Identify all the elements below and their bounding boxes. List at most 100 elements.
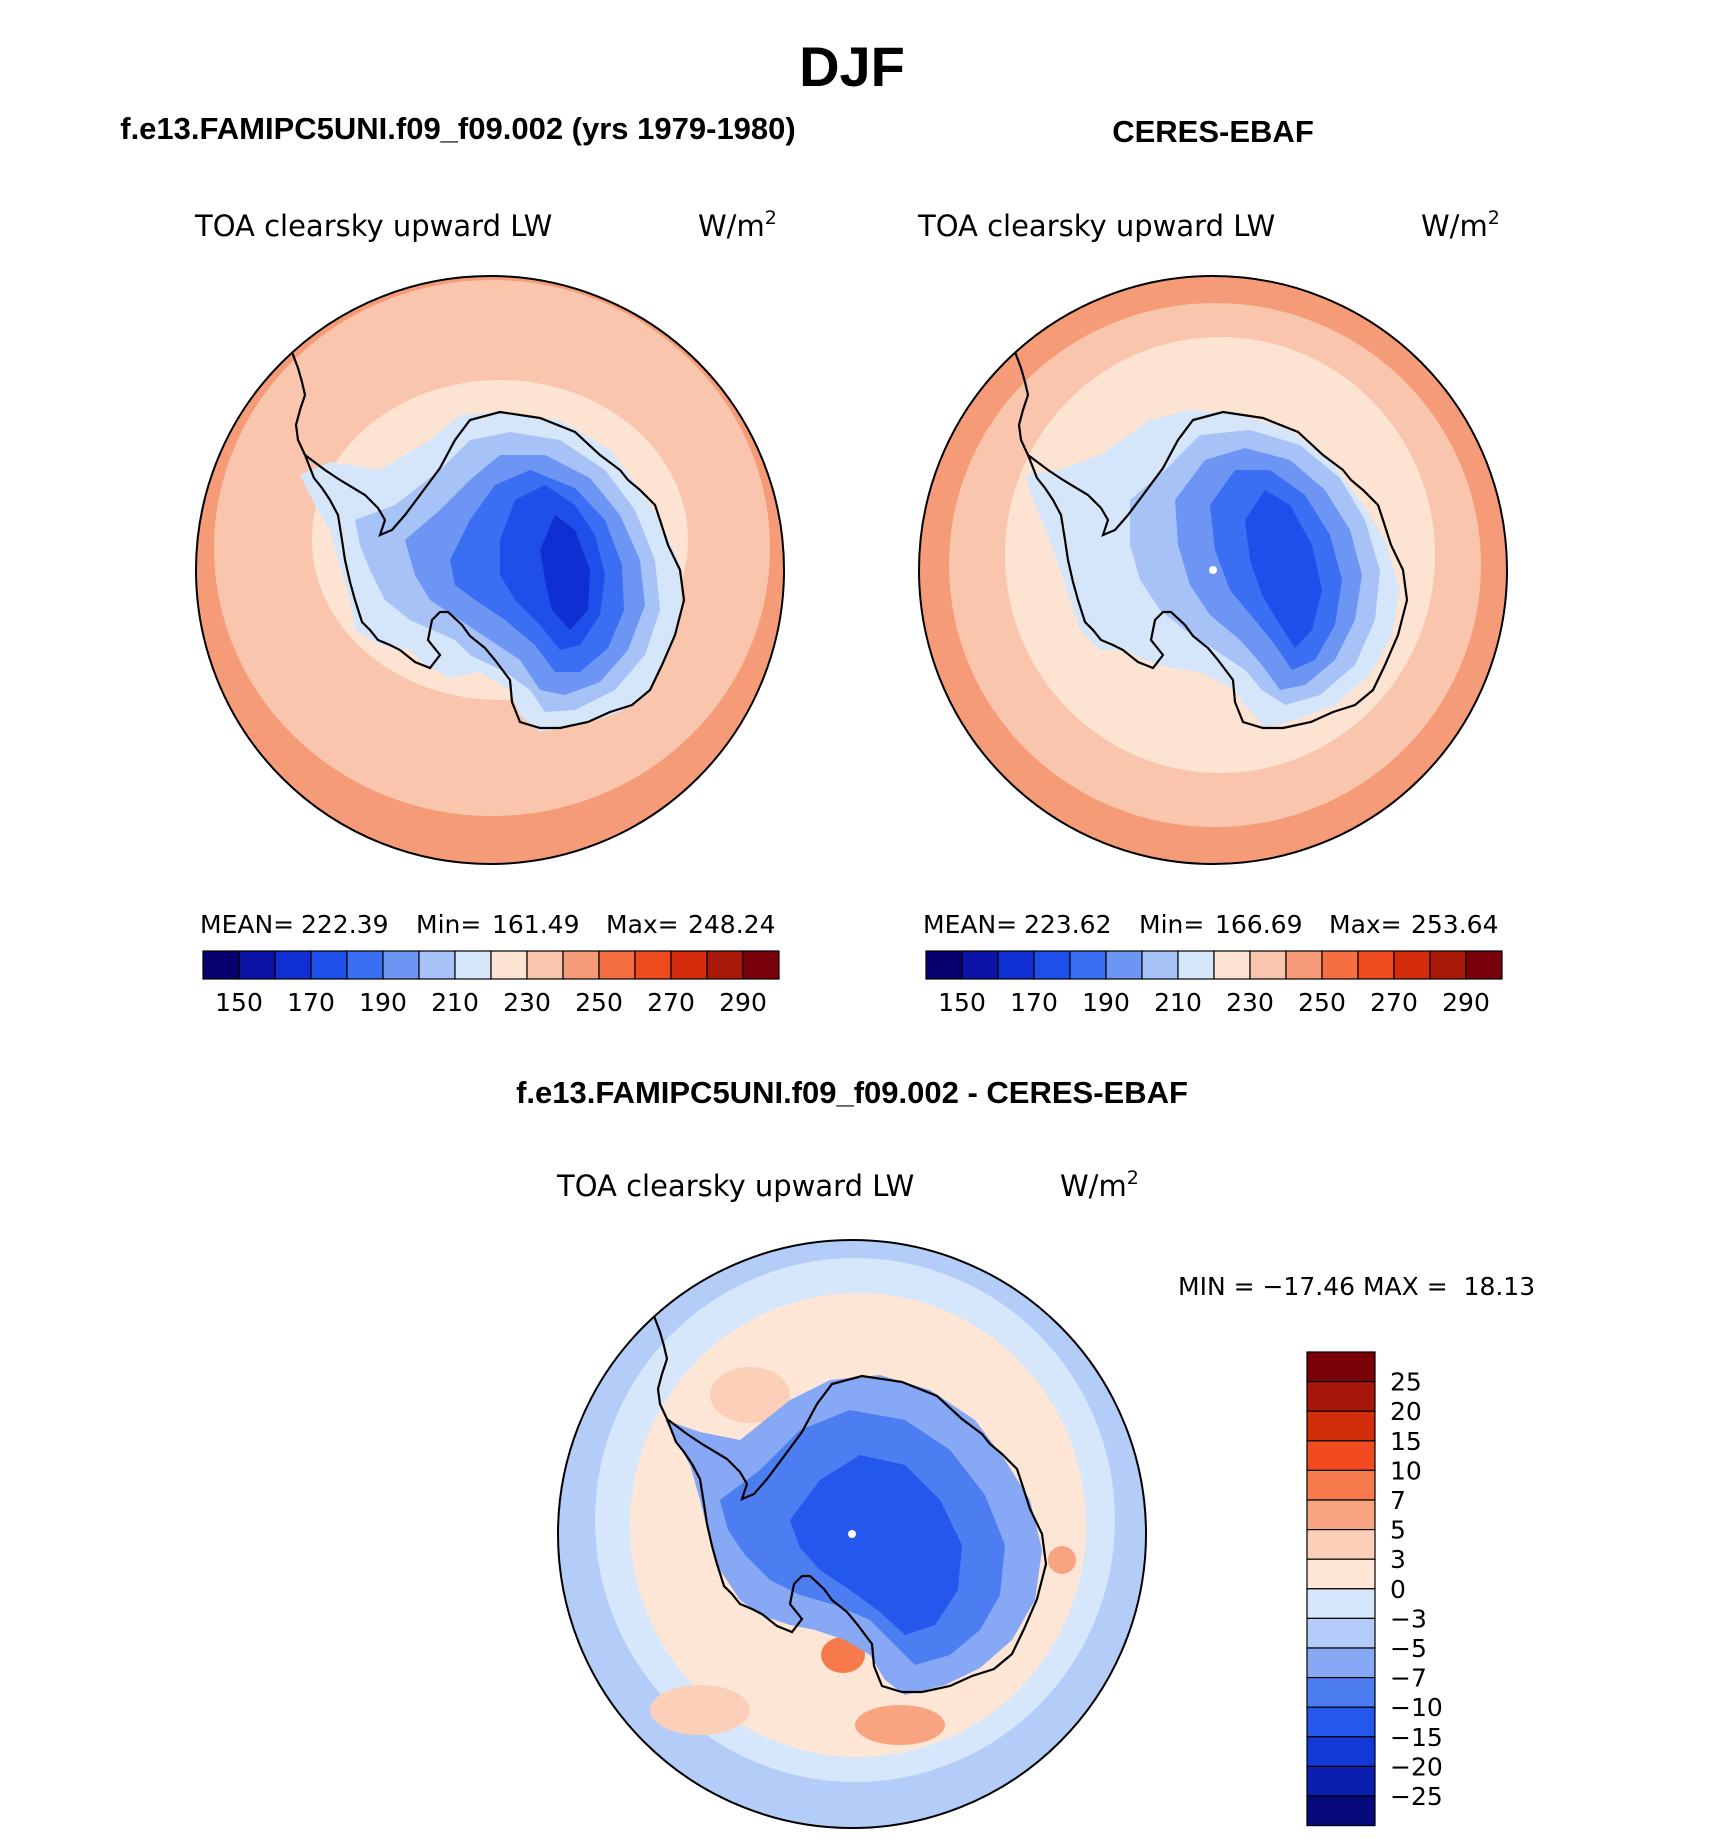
colorbar-tick-label: 290 <box>719 988 767 1017</box>
colorbar-swatch <box>742 950 780 980</box>
colorbar-swatch <box>1306 1588 1376 1620</box>
polar-map <box>196 276 784 864</box>
colorbar-swatch <box>634 950 672 980</box>
panel-obs-title: TOA clearsky upward LW <box>917 209 1275 243</box>
colorbar-swatch <box>1306 1380 1376 1412</box>
colorbar-swatch <box>1393 950 1431 980</box>
colorbar-swatch <box>961 950 999 980</box>
antarctica-fill-6 <box>540 515 590 630</box>
colorbar-tick-label: 290 <box>1442 988 1490 1017</box>
colorbar-swatch <box>1285 950 1323 980</box>
colorbar-swatch <box>1306 1440 1376 1472</box>
panel-diff: f.e13.FAMIPC5UNI.f09_f09.002 - CERES-EBA… <box>516 1075 1535 1829</box>
polar-map-border <box>918 275 1508 865</box>
polar-map <box>558 1240 1146 1828</box>
colorbar-tick-label: 10 <box>1390 1456 1422 1485</box>
polar-map-border <box>195 275 785 865</box>
colorbar-tick-label: −25 <box>1390 1782 1443 1811</box>
panel-diff-stats: MIN = −17.46 MAX = 18.13 <box>1178 1272 1535 1301</box>
colorbar-swatch <box>1306 1469 1376 1501</box>
colorbar-horizontal: 150 170 190 210 230 250 270 290 <box>925 950 1503 1017</box>
colorbar-swatch <box>562 950 600 980</box>
colorbar-swatch <box>1306 1499 1376 1531</box>
peninsula <box>1011 337 1030 456</box>
colorbar-swatch <box>238 950 276 980</box>
colorbar-swatch <box>490 950 528 980</box>
peninsula <box>650 1301 669 1420</box>
colorbar-swatch <box>202 950 240 980</box>
colorbar-swatch <box>1306 1706 1376 1738</box>
polar-map <box>919 276 1507 864</box>
colorbar-swatch <box>418 950 456 980</box>
colorbar-swatch <box>1321 950 1359 980</box>
colorbar-swatch <box>274 950 312 980</box>
colorbar-swatch <box>1069 950 1107 980</box>
colorbar-tick-label: 250 <box>575 988 623 1017</box>
pole-hole <box>1209 566 1217 574</box>
units-superscript: 2 <box>1127 1167 1139 1189</box>
warm-patch <box>1048 1546 1076 1574</box>
figure-title: DJF <box>799 35 905 98</box>
colorbar-swatch <box>706 950 744 980</box>
colorbar-tick-label: 190 <box>359 988 407 1017</box>
colorbar-tick-label: −5 <box>1390 1634 1427 1663</box>
coastline <box>1025 410 1409 730</box>
panel-obs-units: W/m2 <box>1421 207 1500 243</box>
warm-patch <box>855 1705 945 1745</box>
coastline <box>664 1374 1048 1694</box>
units-text: W/m <box>1060 1169 1127 1203</box>
colorbar-tick-label: 230 <box>1226 988 1274 1017</box>
colorbar-swatch <box>1306 1410 1376 1442</box>
colorbar-tick-label: −15 <box>1390 1723 1443 1752</box>
colorbar-tick-label: 270 <box>1370 988 1418 1017</box>
colorbar-tick-label: 25 <box>1390 1368 1422 1397</box>
colorbar-swatch <box>598 950 636 980</box>
colorbar-tick-label: 150 <box>215 988 263 1017</box>
colorbar-swatch <box>925 950 963 980</box>
panel-diff-units: W/m2 <box>1060 1167 1139 1203</box>
panel-diff-header: f.e13.FAMIPC5UNI.f09_f09.002 - CERES-EBA… <box>516 1075 1188 1110</box>
colorbar-tick-label: 20 <box>1390 1397 1422 1426</box>
colorbar-swatch <box>1306 1736 1376 1768</box>
colorbar-swatch <box>1306 1558 1376 1590</box>
colorbar-tick-label: 230 <box>503 988 551 1017</box>
colorbar-swatch <box>997 950 1035 980</box>
panel-model-stats: MEAN= 222.39 Min= 161.49 Max= 248.24 <box>200 910 775 939</box>
colorbar-swatch <box>670 950 708 980</box>
colorbar-tick-label: 7 <box>1390 1486 1406 1515</box>
units-superscript: 2 <box>765 207 777 229</box>
colorbar-tick-label: 3 <box>1390 1545 1406 1574</box>
colorbar-tick-label: 15 <box>1390 1427 1422 1456</box>
colorbar-tick-label: 210 <box>431 988 479 1017</box>
colorbar-tick-label: 170 <box>287 988 335 1017</box>
panel-obs-header: CERES-EBAF <box>1112 114 1314 149</box>
panel-diff-title: TOA clearsky upward LW <box>556 1169 914 1203</box>
coastline <box>302 410 686 730</box>
colorbar-swatch <box>1306 1351 1376 1383</box>
polar-map-border <box>557 1239 1147 1829</box>
colorbar-swatch <box>346 950 384 980</box>
colorbar-tick-label: 250 <box>1298 988 1346 1017</box>
colorbar-tick-label: 210 <box>1154 988 1202 1017</box>
peninsula <box>288 337 307 456</box>
colorbar-swatch <box>526 950 564 980</box>
colorbar-swatch <box>1306 1528 1376 1560</box>
panel-model-header: f.e13.FAMIPC5UNI.f09_f09.002 (yrs 1979-1… <box>120 111 795 146</box>
colorbar-tick-label: 0 <box>1390 1575 1406 1604</box>
colorbar-tick-label: −10 <box>1390 1693 1443 1722</box>
colorbar-swatch <box>1465 950 1503 980</box>
pole-hole <box>848 1530 856 1538</box>
antarctica-fill-3 <box>790 1455 962 1635</box>
colorbar-tick-label: 270 <box>647 988 695 1017</box>
colorbar-swatch <box>1306 1647 1376 1679</box>
panel-model: f.e13.FAMIPC5UNI.f09_f09.002 (yrs 1979-1… <box>120 111 795 1017</box>
colorbar-tick-label: 190 <box>1082 988 1130 1017</box>
colorbar-swatch <box>310 950 348 980</box>
units-text: W/m <box>1421 209 1488 243</box>
colorbar-tick-label: −7 <box>1390 1664 1427 1693</box>
colorbar-swatch <box>1306 1617 1376 1649</box>
colorbar-tick-label: 150 <box>938 988 986 1017</box>
colorbar-horizontal: 150 170 190 210 230 250 270 290 <box>202 950 780 1017</box>
antarctica-fill-5 <box>1245 490 1322 648</box>
